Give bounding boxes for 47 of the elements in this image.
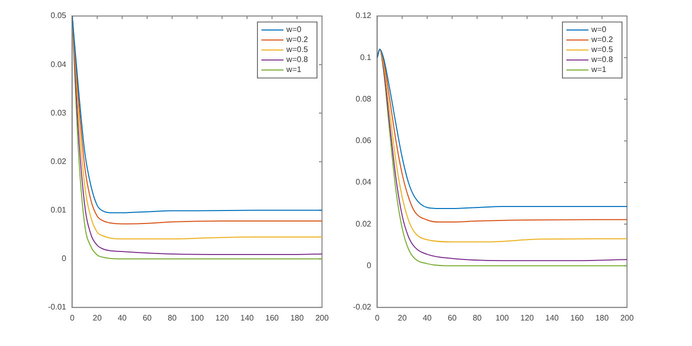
x-tick-label: 40 bbox=[118, 313, 128, 322]
legend-label: w=0.2 bbox=[590, 35, 614, 44]
y-tick-label: 0.05 bbox=[50, 11, 67, 20]
legend-label: w=0 bbox=[285, 25, 302, 34]
y-tick-label: 0.02 bbox=[50, 156, 67, 166]
legend-label: w=0.2 bbox=[285, 35, 309, 44]
x-tick-label: 40 bbox=[422, 313, 432, 322]
y-tick-label: 0.04 bbox=[356, 178, 372, 187]
legend-label: w=0.8 bbox=[590, 55, 614, 64]
x-tick-label: 20 bbox=[398, 313, 408, 322]
y-tick-label: 0 bbox=[62, 254, 67, 264]
legend-label: w=0 bbox=[590, 25, 607, 34]
x-tick-label: 180 bbox=[290, 313, 304, 322]
x-tick-label: 20 bbox=[92, 313, 102, 322]
y-tick-label: 0.1 bbox=[360, 52, 372, 62]
x-tick-label: 100 bbox=[190, 313, 204, 322]
y-tick-label: 0.03 bbox=[50, 108, 67, 118]
x-tick-label: 200 bbox=[315, 313, 330, 322]
x-tick-label: 60 bbox=[448, 313, 458, 322]
legend-label: w=0.5 bbox=[285, 45, 309, 54]
x-tick-label: 80 bbox=[168, 313, 178, 322]
y-tick-label: 0.02 bbox=[356, 219, 372, 228]
x-tick-label: 140 bbox=[545, 313, 560, 322]
x-tick-label: 0 bbox=[375, 313, 380, 322]
x-tick-label: 0 bbox=[70, 313, 76, 322]
x-tick-label: 200 bbox=[620, 313, 634, 322]
x-tick-label: 180 bbox=[595, 313, 610, 322]
legend-label: w=0.8 bbox=[285, 55, 309, 64]
y-tick-label: 0.12 bbox=[356, 11, 372, 20]
legend-label: w=1 bbox=[285, 65, 302, 74]
x-tick-label: 140 bbox=[240, 313, 254, 322]
x-tick-label: 120 bbox=[215, 313, 230, 322]
y-tick-label: 0.06 bbox=[356, 136, 372, 146]
x-tick-label: 160 bbox=[265, 313, 280, 322]
x-tick-label: 160 bbox=[570, 313, 584, 322]
y-tick-label: 0.01 bbox=[50, 205, 67, 214]
x-tick-label: 60 bbox=[142, 313, 152, 322]
legend-label: w=1 bbox=[590, 65, 607, 74]
x-tick-label: 80 bbox=[472, 313, 482, 322]
x-tick-label: 120 bbox=[520, 313, 534, 322]
y-tick-label: 0.04 bbox=[50, 60, 67, 69]
y-tick-label: -0.01 bbox=[48, 302, 67, 312]
y-tick-label: -0.02 bbox=[353, 302, 372, 312]
y-tick-label: 0 bbox=[366, 260, 372, 270]
legend-label: w=0.5 bbox=[590, 45, 614, 54]
x-tick-label: 100 bbox=[495, 313, 510, 322]
y-tick-label: 0.08 bbox=[356, 94, 372, 104]
